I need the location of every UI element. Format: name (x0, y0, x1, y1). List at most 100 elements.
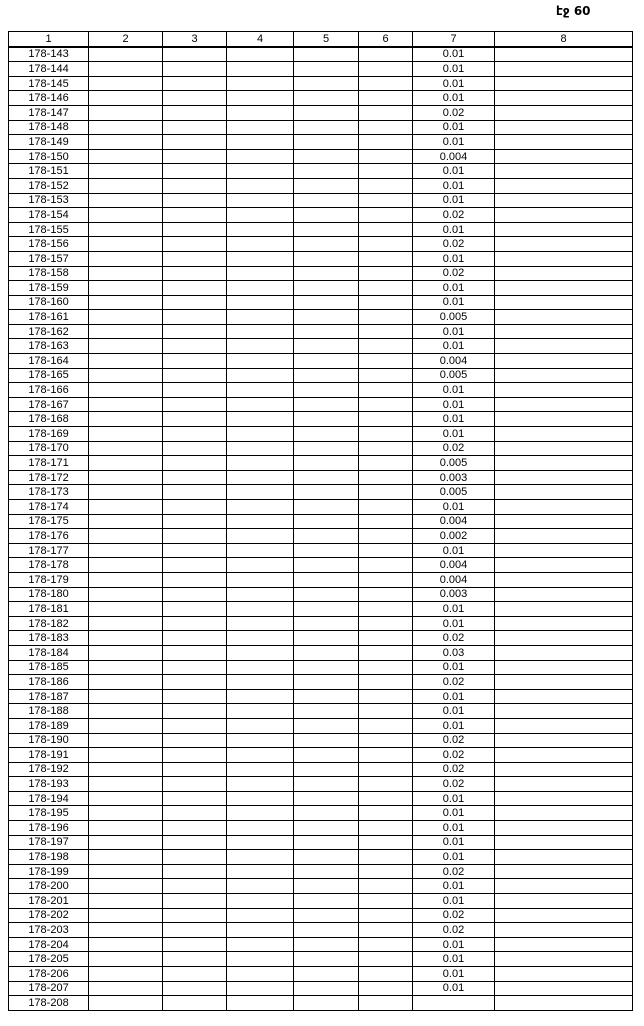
empty-cell (494, 119, 633, 136)
empty-cell (226, 484, 294, 500)
empty-cell (162, 426, 227, 442)
empty-cell (494, 834, 633, 851)
empty-cell (494, 250, 633, 267)
row-id-cell: 178-164 (8, 353, 89, 369)
empty-cell (494, 411, 633, 428)
table-row: 178-160 0.01 (8, 294, 633, 311)
row-id-cell: 178-172 (8, 469, 89, 486)
empty-cell (226, 951, 294, 967)
table-row: 178-168 0.01 (8, 411, 633, 428)
table-row: 178-148 0.01 (8, 119, 633, 136)
table-row: 178-169 0.01 (8, 426, 633, 442)
value-cell: 0.005 (412, 455, 495, 471)
empty-cell (494, 499, 633, 515)
empty-cell (358, 893, 413, 909)
row-id-cell: 178-177 (8, 542, 89, 559)
row-id-cell: 178-183 (8, 630, 89, 646)
row-id-cell: 178-157 (8, 250, 89, 267)
value-cell: 0.01 (412, 688, 495, 705)
row-id-cell: 178-179 (8, 571, 89, 588)
value-cell: 0.02 (412, 440, 495, 457)
value-cell: 0.02 (412, 236, 495, 252)
empty-cell (494, 528, 633, 544)
empty-cell (162, 951, 227, 967)
empty-cell (293, 46, 359, 63)
row-id-cell: 178-173 (8, 484, 89, 500)
empty-cell (226, 148, 294, 165)
empty-cell (293, 615, 359, 632)
empty-cell (358, 674, 413, 690)
empty-cell (162, 703, 227, 719)
empty-cell (358, 294, 413, 311)
empty-cell (494, 761, 633, 778)
empty-cell (162, 922, 227, 938)
empty-cell (494, 455, 633, 471)
row-id-cell: 178-178 (8, 557, 89, 573)
table-row: 178-162 0.01 (8, 323, 633, 340)
empty-cell (358, 134, 413, 150)
row-id-cell: 178-181 (8, 601, 89, 617)
empty-cell (88, 820, 163, 836)
empty-cell (226, 396, 294, 413)
empty-cell (358, 90, 413, 106)
value-cell: 0.003 (412, 586, 495, 603)
column-header-1: 1 (8, 30, 89, 48)
empty-cell (226, 542, 294, 559)
empty-cell (358, 119, 413, 136)
value-cell: 0.01 (412, 250, 495, 267)
value-cell: 0.02 (412, 207, 495, 223)
row-id-cell: 178-151 (8, 163, 89, 179)
empty-cell (293, 265, 359, 282)
table-row: 178-156 0.02 (8, 236, 633, 252)
table-row: 178-176 0.002 (8, 528, 633, 544)
row-id-cell: 178-193 (8, 776, 89, 792)
empty-cell (494, 805, 633, 822)
empty-cell (293, 776, 359, 792)
row-id-cell: 178-155 (8, 221, 89, 238)
empty-cell (358, 688, 413, 705)
empty-cell (293, 513, 359, 530)
empty-cell (358, 557, 413, 573)
empty-cell (358, 61, 413, 77)
empty-cell (88, 323, 163, 340)
empty-cell (226, 177, 294, 194)
empty-cell (358, 863, 413, 880)
empty-cell (293, 440, 359, 457)
empty-cell (88, 893, 163, 909)
empty-cell (358, 966, 413, 982)
value-cell: 0.01 (412, 177, 495, 194)
empty-cell (88, 104, 163, 121)
empty-cell (293, 192, 359, 209)
empty-cell (293, 863, 359, 880)
empty-cell (358, 236, 413, 252)
empty-cell (358, 878, 413, 895)
empty-cell (162, 192, 227, 209)
empty-cell (88, 674, 163, 690)
row-id-cell: 178-143 (8, 46, 89, 63)
row-id-cell: 178-169 (8, 426, 89, 442)
value-cell: 0.01 (412, 615, 495, 632)
empty-cell (226, 732, 294, 749)
value-cell (412, 995, 495, 1011)
table-row: 178-177 0.01 (8, 542, 633, 559)
empty-cell (494, 426, 633, 442)
empty-cell (162, 732, 227, 749)
empty-cell (226, 601, 294, 617)
empty-cell (358, 265, 413, 282)
row-id-cell: 178-184 (8, 644, 89, 661)
empty-cell (88, 236, 163, 252)
row-id-cell: 178-150 (8, 148, 89, 165)
empty-cell (494, 280, 633, 296)
empty-cell (226, 995, 294, 1011)
empty-cell (162, 659, 227, 676)
empty-cell (293, 148, 359, 165)
value-cell: 0.02 (412, 630, 495, 646)
empty-cell (162, 221, 227, 238)
row-id-cell: 178-176 (8, 528, 89, 544)
empty-cell (88, 75, 163, 92)
empty-cell (162, 250, 227, 267)
empty-cell (162, 309, 227, 325)
empty-cell (293, 557, 359, 573)
empty-cell (226, 703, 294, 719)
